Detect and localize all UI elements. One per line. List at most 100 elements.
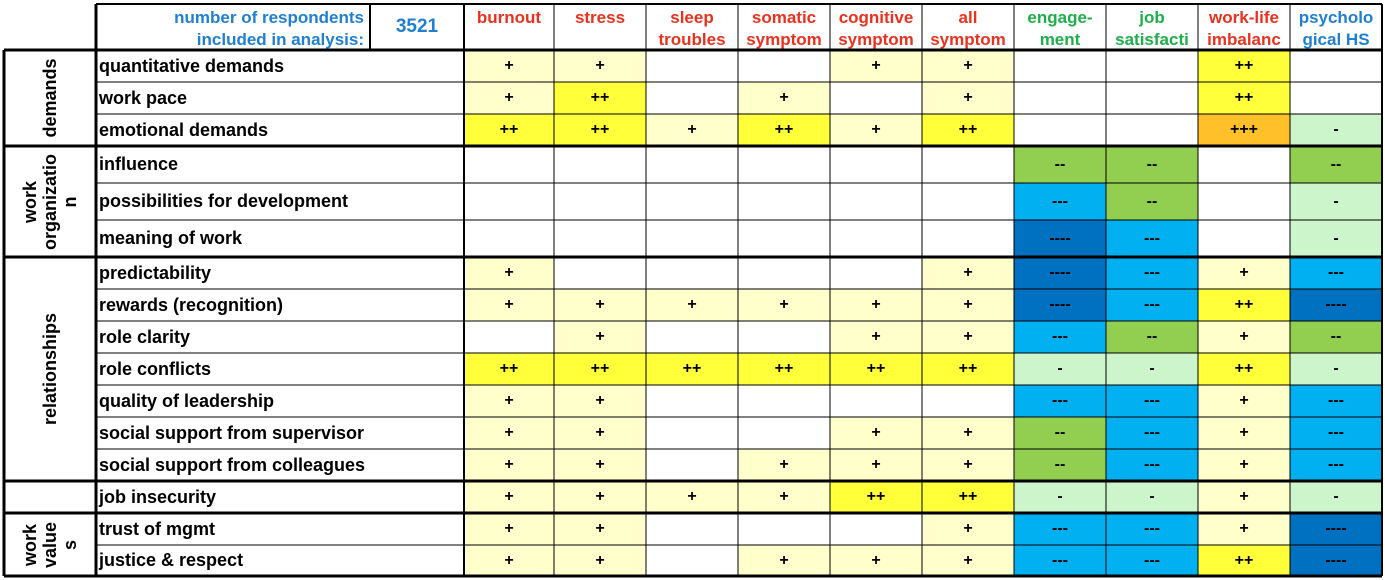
heat-cell: +: [464, 417, 554, 449]
heat-cell: [738, 220, 830, 257]
row-label: job insecurity: [99, 486, 217, 507]
column-header-line2: symptom: [838, 30, 914, 49]
heat-cell: +: [922, 545, 1014, 576]
heat-cell: +: [646, 114, 738, 146]
heat-cell: +: [830, 114, 922, 146]
group-label: demands: [40, 58, 60, 137]
heat-cell: -: [1290, 353, 1382, 385]
column-header-line1: sleep: [670, 8, 714, 27]
heat-cell: [646, 513, 738, 545]
heat-cell: +: [738, 289, 830, 321]
heat-cell: +: [554, 449, 646, 481]
heat-cell: [738, 417, 830, 449]
row-label: role conflicts: [99, 358, 212, 379]
column-header-line2: ment: [1039, 30, 1081, 49]
heat-cell: +: [554, 481, 646, 513]
column-header-line1: somatic: [751, 8, 817, 27]
respondents-count: 3521: [395, 16, 439, 37]
heat-cell: -: [1290, 220, 1382, 257]
column-header-line2: imbalanc: [1207, 30, 1281, 49]
heat-cell: [554, 146, 646, 183]
heat-cell: [464, 183, 554, 220]
heat-cell: +: [922, 449, 1014, 481]
heat-cell: ++: [1198, 50, 1290, 82]
column-header-line1: engage-: [1027, 8, 1093, 27]
row-label: quantitative demands: [99, 55, 285, 76]
heat-cell: +: [554, 385, 646, 417]
heat-cell: [554, 220, 646, 257]
heat-cell: ----: [1290, 289, 1382, 321]
heat-cell: +: [464, 513, 554, 545]
heat-cell: -: [1290, 183, 1382, 220]
group-label: work value s: [20, 521, 80, 567]
column-header-line2: troubles: [658, 30, 726, 49]
row-label: possibilities for development: [99, 191, 349, 211]
heat-cell: +: [554, 545, 646, 576]
heat-cell: ---: [1106, 220, 1198, 257]
column-header: cognitive symptom: [830, 4, 922, 50]
heat-cell: ++: [464, 353, 554, 385]
heat-cell: -: [1290, 481, 1382, 513]
heat-cell: [646, 220, 738, 257]
heat-cell: [830, 146, 922, 183]
heat-cell: +: [554, 50, 646, 82]
row-label: role clarity: [99, 326, 191, 347]
column-header: psycholo gical HS: [1290, 4, 1382, 50]
heat-cell: [1014, 82, 1106, 114]
heat-cell: ---: [1290, 417, 1382, 449]
heat-cell: ---: [1106, 417, 1198, 449]
heat-cell: +: [830, 449, 922, 481]
heat-cell: [738, 257, 830, 289]
heat-cell: ----: [1014, 289, 1106, 321]
group-cell: [4, 481, 96, 513]
heat-cell: ----: [1290, 513, 1382, 545]
heat-cell: --: [1290, 321, 1382, 353]
heat-cell: [830, 513, 922, 545]
heat-cell: [646, 257, 738, 289]
heat-cell: [464, 146, 554, 183]
heat-cell: --: [1290, 146, 1382, 183]
heat-cell: [830, 82, 922, 114]
heat-cell: ++: [1198, 82, 1290, 114]
heat-cell: [738, 50, 830, 82]
column-header: engage-ment: [1014, 4, 1106, 50]
heat-cell: [1290, 82, 1382, 114]
column-header-line1: psycholo: [1298, 8, 1374, 27]
heat-cell: +: [646, 289, 738, 321]
heat-cell: +: [922, 321, 1014, 353]
heat-cell: [738, 146, 830, 183]
heat-cell: [646, 50, 738, 82]
heat-cell: ---: [1014, 513, 1106, 545]
heat-cell: [646, 82, 738, 114]
heat-cell: [1014, 50, 1106, 82]
heat-cell: +: [830, 289, 922, 321]
group-label-line: organizatio: [40, 153, 60, 250]
heat-cell: [646, 385, 738, 417]
heat-cell: [646, 183, 738, 220]
group-label-line: work: [20, 523, 40, 566]
heat-cell: ++: [554, 114, 646, 146]
heat-cell: +: [554, 417, 646, 449]
heat-cell: ----: [1014, 257, 1106, 289]
heat-cell: [922, 183, 1014, 220]
heat-cell: +: [922, 50, 1014, 82]
heat-cell: +: [554, 513, 646, 545]
column-header-line1: all: [958, 8, 978, 27]
column-header: somatic symptom: [738, 4, 830, 50]
row-label: influence: [99, 154, 179, 174]
heat-cell: ++: [830, 481, 922, 513]
heat-cell: ---: [1106, 513, 1198, 545]
row-label: work pace: [99, 87, 188, 108]
heat-cell: +: [1198, 257, 1290, 289]
heat-cell: ---: [1106, 257, 1198, 289]
heat-cell: +: [464, 385, 554, 417]
group-label-line: value: [40, 521, 60, 568]
column-header-line2: symptom: [930, 30, 1006, 49]
heat-cell: +: [738, 481, 830, 513]
heat-cell: [1290, 50, 1382, 82]
row-label: social support from colleagues: [99, 454, 366, 475]
respondents-label-line2: included in analysis:: [196, 30, 364, 49]
heat-cell: ++: [738, 353, 830, 385]
heat-cell: --: [1106, 183, 1198, 220]
heat-cell: +: [464, 289, 554, 321]
